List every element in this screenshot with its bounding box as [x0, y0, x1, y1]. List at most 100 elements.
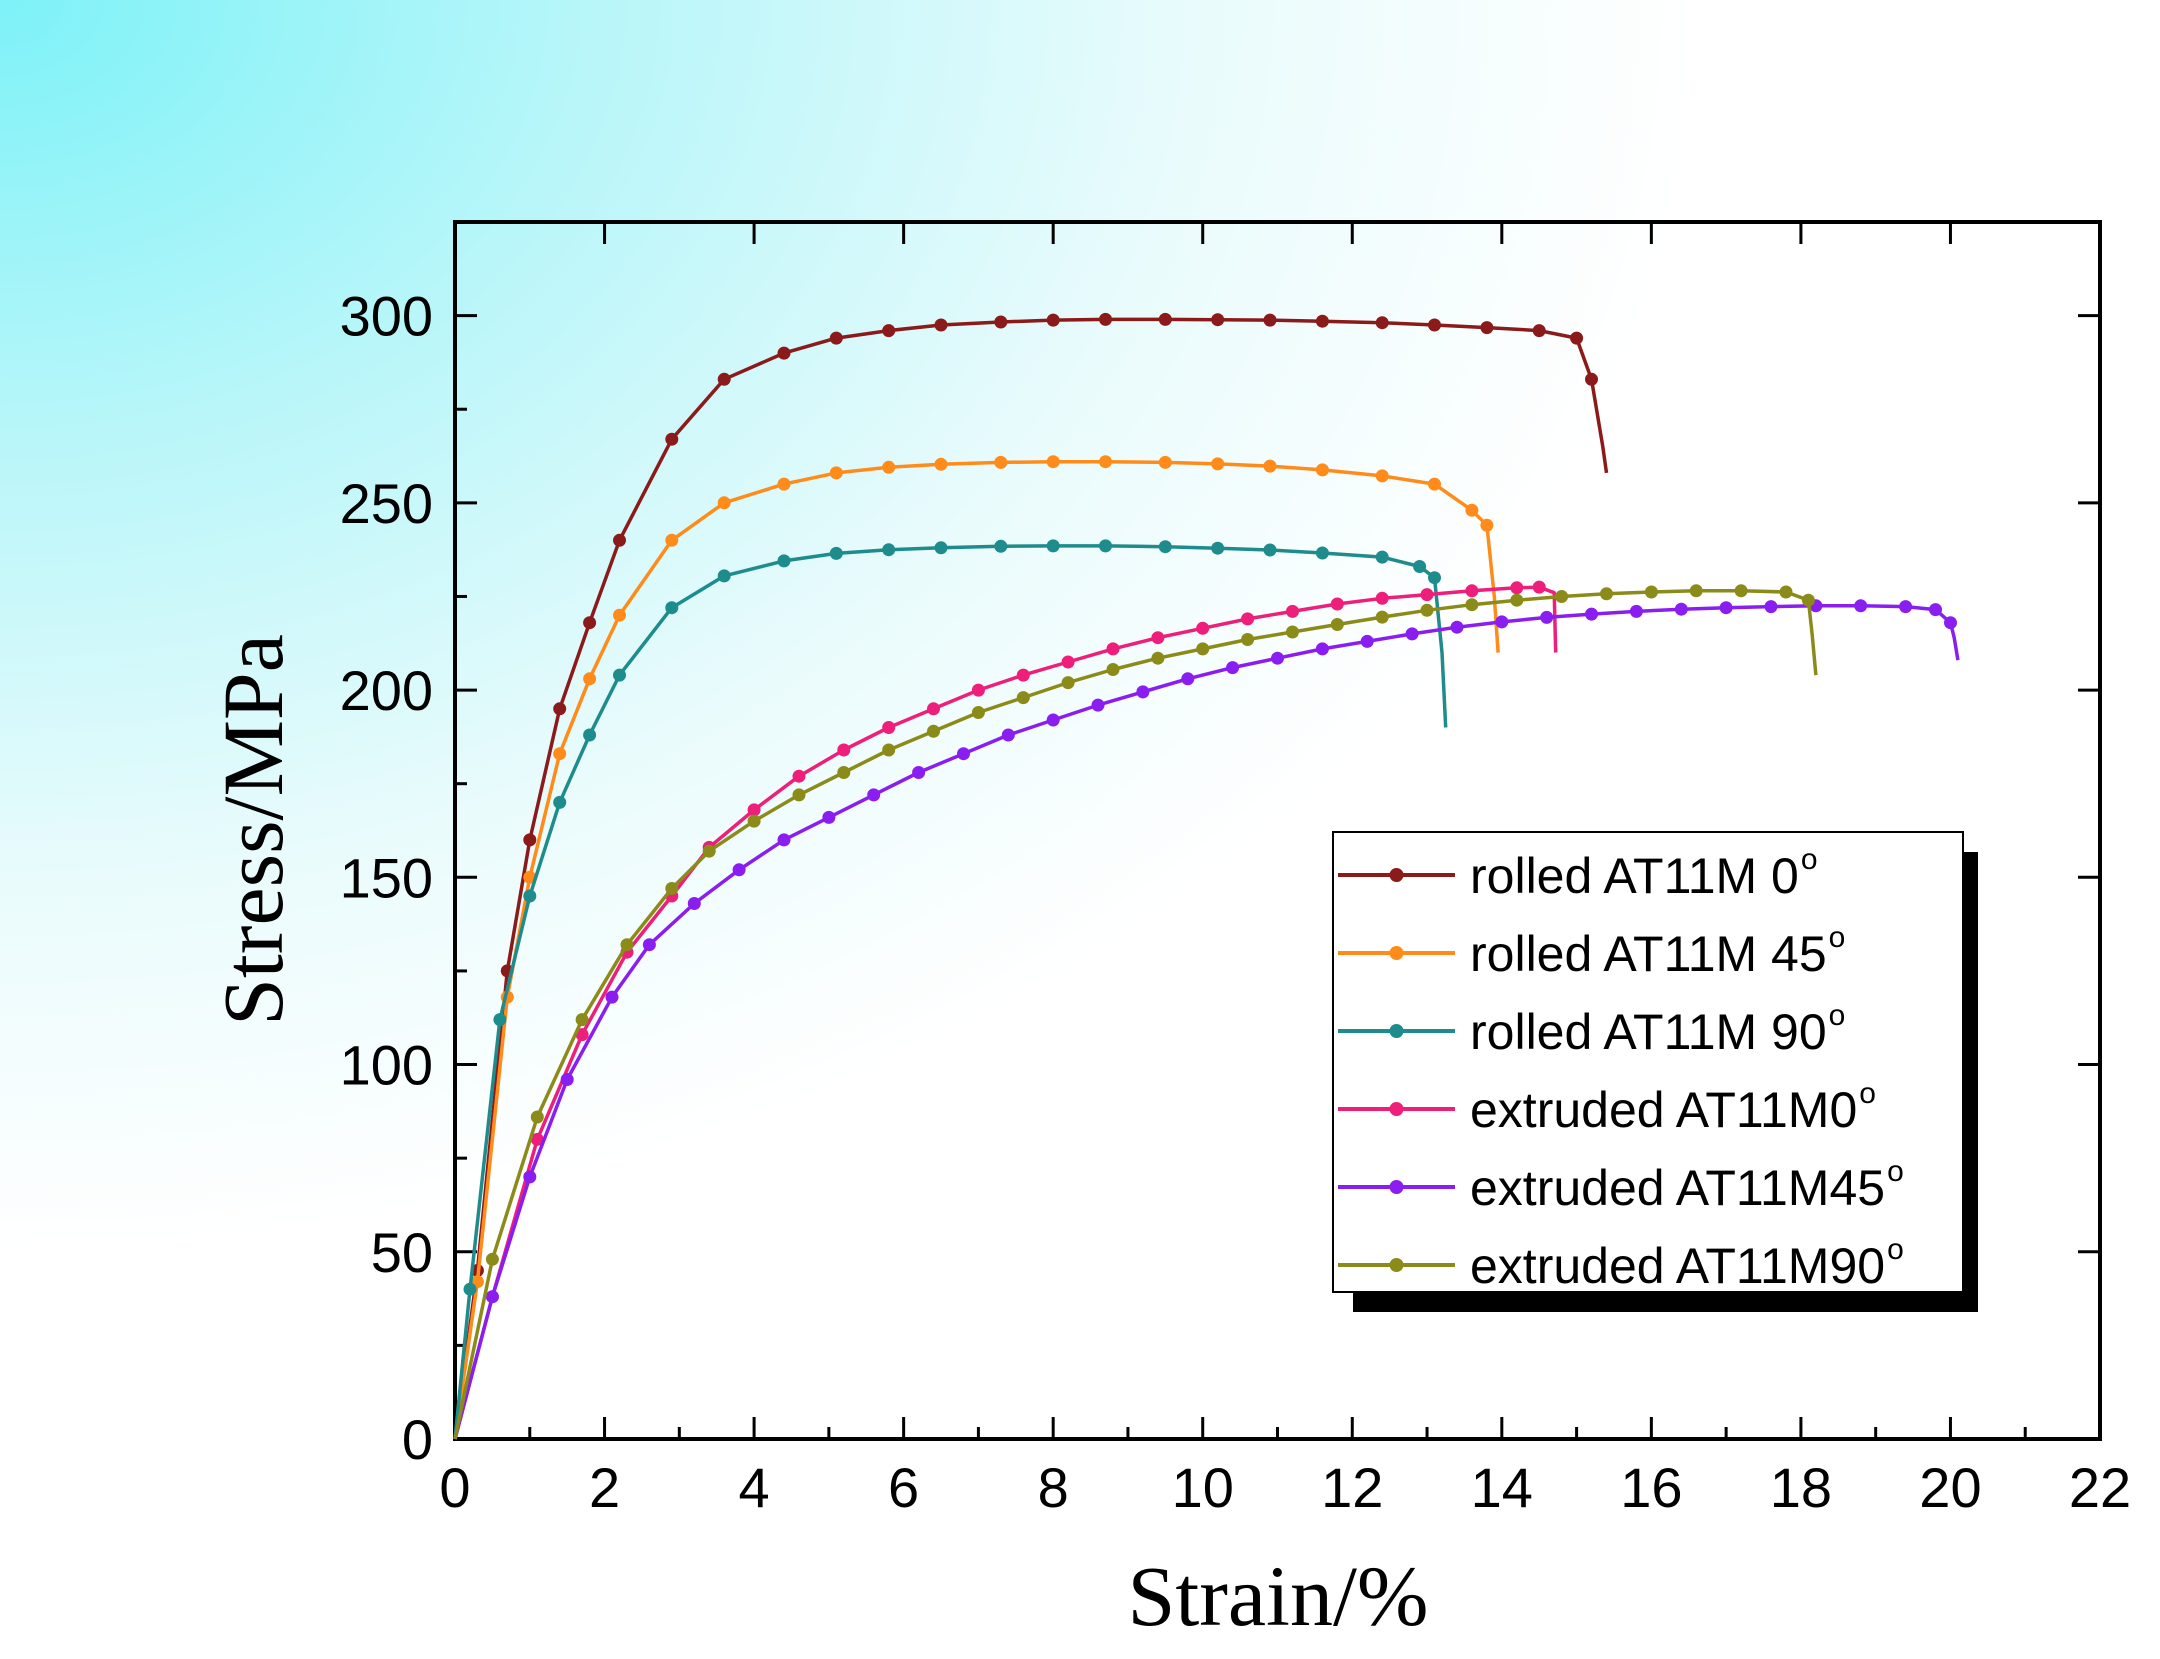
- data-point: [829, 466, 843, 480]
- data-point: [927, 702, 940, 716]
- series-3: [453, 539, 1448, 1440]
- data-point: [620, 938, 634, 952]
- data-point: [575, 1013, 589, 1027]
- data-point: [1375, 550, 1389, 564]
- legend-degree-mark: o: [1859, 1077, 1876, 1110]
- data-point: [1450, 620, 1464, 634]
- legend-item: rolled AT11M 45 o: [1338, 921, 1845, 982]
- data-point: [1674, 602, 1688, 616]
- data-point: [1465, 503, 1479, 517]
- data-point: [485, 1290, 499, 1304]
- data-point: [1211, 541, 1225, 555]
- legend-box: [1332, 831, 1964, 1293]
- data-point: [1510, 581, 1524, 595]
- data-point: [1899, 600, 1913, 614]
- data-point: [613, 533, 626, 547]
- legend-marker: [1389, 946, 1404, 960]
- data-point: [1263, 313, 1277, 327]
- data-point: [1196, 621, 1210, 635]
- data-point: [575, 1028, 589, 1042]
- data-point: [1405, 627, 1419, 641]
- data-point: [1091, 698, 1105, 712]
- data-point: [1181, 672, 1195, 686]
- legend-label: rolled AT11M 90: [1470, 1004, 1827, 1060]
- data-point: [882, 460, 896, 474]
- axis-ticks: [453, 220, 2102, 1441]
- data-point: [1099, 455, 1112, 469]
- series-line: [453, 317, 1609, 1440]
- data-point: [1375, 610, 1389, 624]
- legend-marker: [1389, 868, 1404, 882]
- data-point: [1158, 312, 1172, 326]
- data-point: [665, 882, 679, 895]
- data-point: [837, 743, 851, 757]
- data-point: [717, 496, 731, 510]
- y-tick-label: 0: [402, 1408, 433, 1471]
- data-point: [1046, 455, 1060, 469]
- data-point: [1330, 618, 1344, 631]
- data-point: [1241, 633, 1255, 646]
- data-point: [583, 616, 597, 630]
- data-point: [485, 1252, 499, 1266]
- series-line: [453, 459, 1500, 1440]
- x-tick-label: 10: [1172, 1456, 1234, 1519]
- data-point: [1465, 598, 1479, 612]
- data-point: [523, 1170, 537, 1184]
- data-point: [927, 724, 940, 738]
- data-point: [1315, 463, 1329, 477]
- data-point: [1158, 540, 1172, 554]
- data-point: [1375, 469, 1389, 483]
- legend-marker: [1389, 1258, 1404, 1272]
- legend-degree-mark: o: [1829, 921, 1846, 954]
- data-point: [1540, 610, 1554, 624]
- data-point: [1420, 603, 1434, 617]
- data-point: [1779, 585, 1793, 599]
- data-point: [1001, 728, 1015, 742]
- legend-label: extruded AT11M0: [1470, 1082, 1857, 1138]
- data-point: [1413, 560, 1427, 573]
- data-point: [1196, 642, 1210, 656]
- data-point: [1211, 457, 1225, 471]
- data-point: [1046, 713, 1060, 727]
- series-6: [453, 584, 1818, 1440]
- data-point: [1211, 313, 1225, 327]
- data-point: [1016, 691, 1030, 705]
- data-point: [1286, 604, 1299, 618]
- legend-degree-mark: o: [1829, 999, 1846, 1032]
- data-point: [1330, 597, 1344, 611]
- data-point: [1629, 604, 1643, 618]
- data-point: [1061, 655, 1075, 669]
- data-point: [934, 541, 948, 555]
- x-tick-label: 16: [1620, 1456, 1682, 1519]
- data-point: [1136, 685, 1150, 699]
- data-point: [1585, 607, 1598, 621]
- data-point: [829, 331, 843, 345]
- data-point: [1854, 599, 1868, 613]
- data-point: [1510, 593, 1524, 607]
- data-point: [1719, 601, 1733, 615]
- data-point: [934, 318, 948, 332]
- data-point: [687, 897, 701, 910]
- data-point: [1315, 314, 1329, 328]
- series-group: [453, 312, 1960, 1440]
- legend-label: extruded AT11M45: [1470, 1160, 1885, 1216]
- data-point: [882, 743, 896, 757]
- data-point: [1944, 616, 1957, 630]
- data-point: [1099, 312, 1112, 326]
- data-point: [1420, 588, 1434, 602]
- data-point: [1644, 585, 1658, 599]
- data-point: [560, 1073, 574, 1086]
- data-point: [777, 346, 791, 360]
- data-point: [747, 803, 761, 817]
- x-axis-label: Strain/%: [1128, 1548, 1429, 1644]
- data-point: [1734, 584, 1748, 598]
- legend-label: rolled AT11M 45: [1470, 926, 1827, 982]
- data-point: [837, 766, 851, 779]
- y-tick-label: 100: [340, 1034, 433, 1097]
- data-point: [717, 372, 731, 386]
- data-point: [1495, 615, 1509, 629]
- data-point: [1532, 324, 1546, 338]
- data-point: [1428, 571, 1441, 585]
- data-point: [994, 455, 1008, 469]
